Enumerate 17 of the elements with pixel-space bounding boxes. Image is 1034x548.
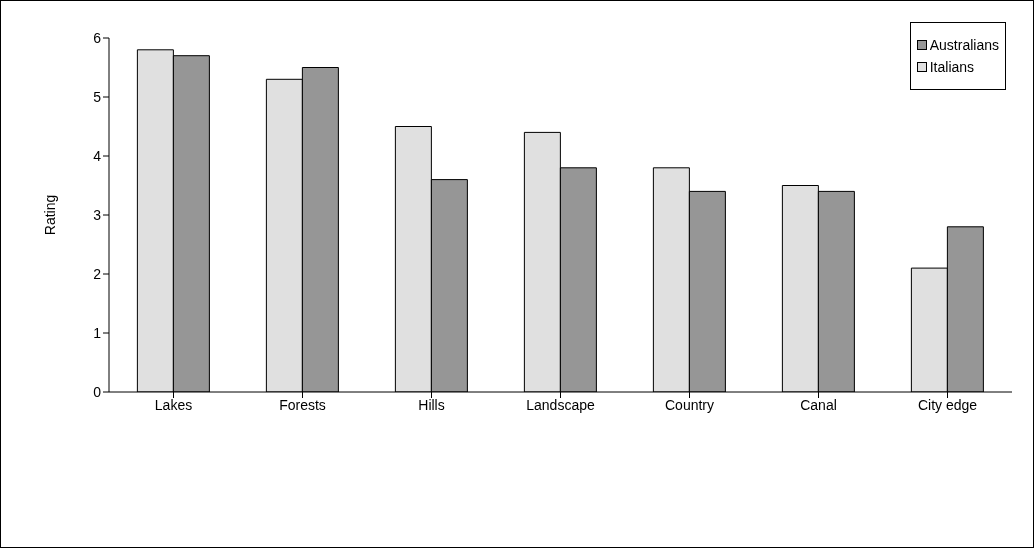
legend-label: Australians	[929, 37, 999, 53]
y-tick-label: 3	[93, 206, 102, 223]
y-tick-label: 1	[93, 324, 102, 341]
x-tick-label: Lakes	[154, 396, 193, 413]
x-tick-label: City edge	[917, 396, 978, 413]
y-tick-label: 2	[93, 265, 102, 282]
y-axis-title: Rating	[41, 194, 58, 236]
y-tick-label: 4	[93, 147, 102, 164]
y-tick-label: 5	[93, 88, 102, 105]
x-tick-label: Country	[664, 396, 715, 413]
x-tick-label: Landscape	[526, 396, 595, 413]
legend-label: Italians	[929, 59, 975, 75]
x-tick-label: Canal	[800, 396, 837, 413]
x-tick-label: Forests	[279, 396, 326, 413]
y-tick-label: 6	[93, 29, 102, 46]
y-tick-label: 0	[93, 383, 102, 400]
x-tick-label: Hills	[418, 396, 445, 413]
